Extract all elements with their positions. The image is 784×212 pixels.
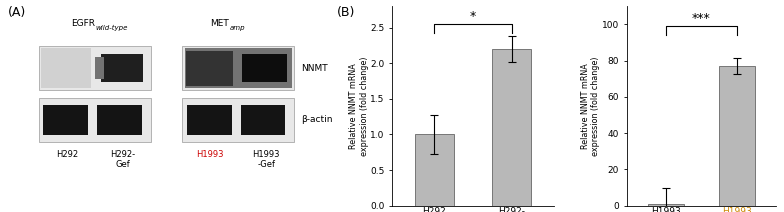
Y-axis label: Relative NNMT mRNA
expression (fold change): Relative NNMT mRNA expression (fold chan… [349, 56, 368, 156]
Bar [186, 51, 233, 86]
Y-axis label: Relative NNMT mRNA
expression (fold change): Relative NNMT mRNA expression (fold chan… [581, 56, 601, 156]
Bar [182, 46, 295, 90]
Bar [42, 48, 91, 88]
Text: H1993: H1993 [197, 150, 224, 159]
Text: H1993
-Gef: H1993 -Gef [252, 150, 280, 169]
Text: H292: H292 [56, 150, 78, 159]
Bar [39, 98, 151, 142]
Text: MET: MET [211, 19, 230, 28]
Text: amp: amp [230, 25, 245, 31]
Text: (A): (A) [8, 6, 26, 19]
Bar [43, 105, 89, 135]
Bar [184, 48, 292, 88]
Bar [492, 49, 531, 206]
Bar [187, 105, 231, 135]
Text: wild-type: wild-type [95, 25, 128, 31]
Text: ***: *** [692, 12, 711, 25]
Text: H292-
Gef: H292- Gef [111, 150, 136, 169]
Bar [39, 46, 151, 90]
Text: EGFR: EGFR [71, 19, 95, 28]
Bar [97, 105, 142, 135]
Text: NNMT: NNMT [300, 64, 327, 73]
Bar [182, 98, 295, 142]
Text: (B): (B) [337, 6, 355, 19]
Bar [648, 204, 684, 206]
Bar [95, 57, 104, 79]
Text: β-actin: β-actin [300, 116, 332, 124]
Bar [241, 54, 287, 82]
Bar [719, 66, 755, 206]
Bar [241, 105, 285, 135]
Text: *: * [470, 10, 476, 23]
Bar [416, 134, 454, 206]
Bar [100, 54, 143, 82]
